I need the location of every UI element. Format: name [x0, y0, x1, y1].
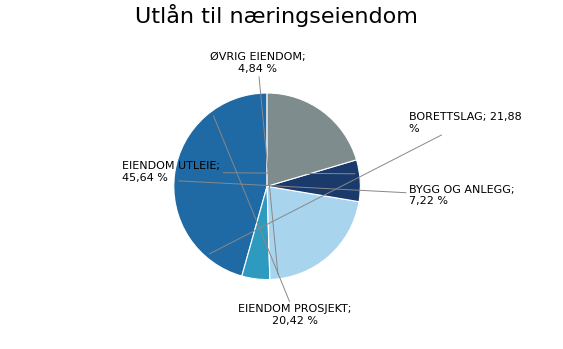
Text: EIENDOM UTLEIE;
45,64 %: EIENDOM UTLEIE; 45,64 %	[123, 162, 355, 183]
Wedge shape	[267, 160, 360, 202]
Wedge shape	[242, 186, 270, 280]
Title: Utlån til næringseiendom: Utlån til næringseiendom	[135, 4, 418, 27]
Wedge shape	[174, 93, 267, 276]
Wedge shape	[267, 93, 356, 186]
Text: BYGG OG ANLEGG;
7,22 %: BYGG OG ANLEGG; 7,22 %	[178, 181, 515, 206]
Text: EIENDOM PROSJEKT;
20,42 %: EIENDOM PROSJEKT; 20,42 %	[213, 116, 352, 326]
Text: ØVRIG EIENDOM;
4,84 %: ØVRIG EIENDOM; 4,84 %	[210, 52, 306, 274]
Wedge shape	[267, 186, 359, 280]
Text: BORETTSLAG; 21,88
%: BORETTSLAG; 21,88 %	[209, 112, 521, 254]
